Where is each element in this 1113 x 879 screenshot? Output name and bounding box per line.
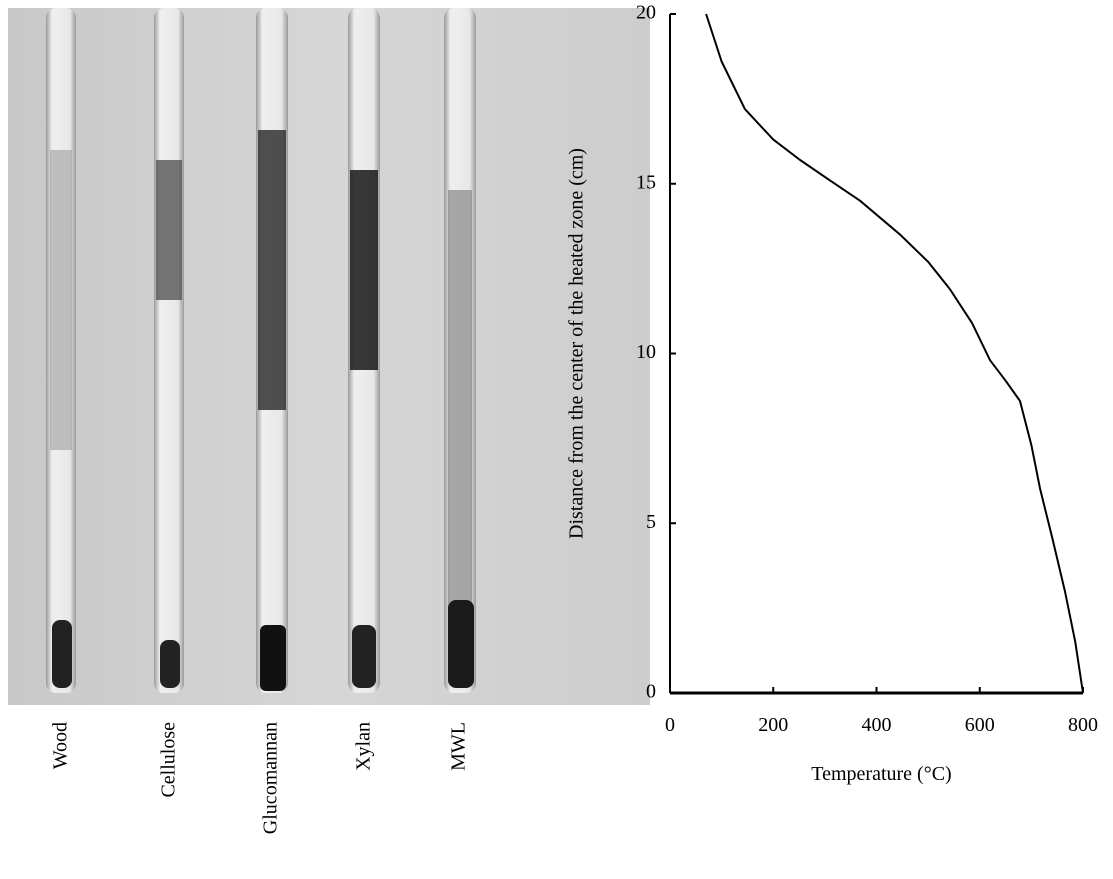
deposit — [258, 130, 286, 410]
x-tick-label: 600 — [965, 714, 995, 736]
y-tick-label: 5 — [646, 511, 656, 533]
y-tick-label: 10 — [636, 341, 656, 363]
tube-label: MWL — [448, 722, 470, 771]
photo-background — [8, 8, 650, 705]
y-tick-label: 15 — [636, 171, 656, 193]
x-tick-label: 200 — [758, 714, 788, 736]
tube-label: Wood — [50, 722, 72, 769]
x-tick-label: 0 — [665, 714, 675, 736]
y-tick-label: 0 — [646, 681, 656, 703]
residue — [160, 640, 180, 688]
deposit — [156, 160, 182, 300]
tube-label: Glucomannan — [260, 722, 282, 834]
y-axis-label: Distance from the center of the heated z… — [566, 148, 588, 539]
x-axis-label: Temperature (°C) — [811, 763, 951, 785]
y-tick-label: 20 — [636, 2, 656, 24]
deposit — [448, 190, 472, 610]
residue — [352, 625, 376, 688]
photo — [8, 8, 650, 705]
tube — [154, 8, 184, 693]
x-tick-label: 800 — [1068, 714, 1098, 736]
tube-label: Xylan — [353, 722, 375, 771]
residue — [448, 600, 474, 688]
curve — [705, 13, 1084, 694]
residue — [52, 620, 72, 688]
deposit — [350, 170, 378, 370]
tube-label: Cellulose — [158, 722, 180, 798]
residue — [260, 625, 286, 691]
x-tick-label: 400 — [862, 714, 892, 736]
deposit — [50, 150, 72, 450]
